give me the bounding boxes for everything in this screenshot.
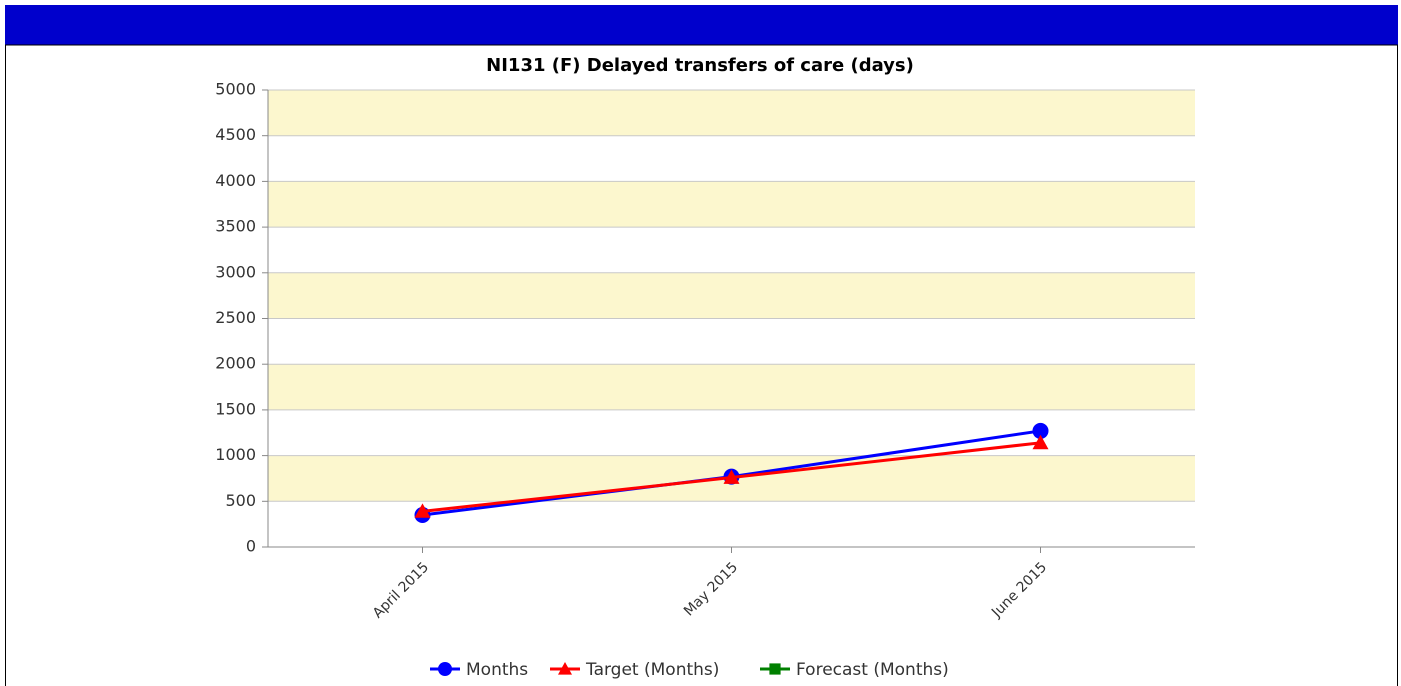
legend-label: Forecast (Months) [796,660,949,680]
legend-marker [438,662,452,676]
y-tick-label: 500 [225,491,256,510]
point [723,469,740,484]
legend-label: Target (Months) [585,660,719,680]
band [268,364,1195,410]
y-tick-label: 3500 [215,217,256,236]
y-tick-label: 2500 [215,308,256,327]
y-tick-label: 3000 [215,262,256,281]
y-tick-label: 2000 [215,354,256,373]
band [268,90,1195,136]
legend-marker [558,662,572,675]
legend-marker [769,663,781,675]
header-bar [5,5,1398,45]
y-tick-label: 1000 [215,445,256,464]
y-tick-label: 0 [246,537,256,556]
band [268,181,1195,228]
point [1032,422,1049,439]
y-tick-label: 1500 [215,399,256,418]
y-tick-label: 5000 [215,80,256,99]
y-tick-label: 4500 [215,125,256,144]
chart-title: NI131 (F) Delayed transfers of care (day… [486,55,914,76]
point [414,503,431,518]
band [268,272,1195,319]
point [1032,434,1049,450]
legend-label: Months [466,660,528,680]
y-tick-label: 4000 [215,171,256,190]
